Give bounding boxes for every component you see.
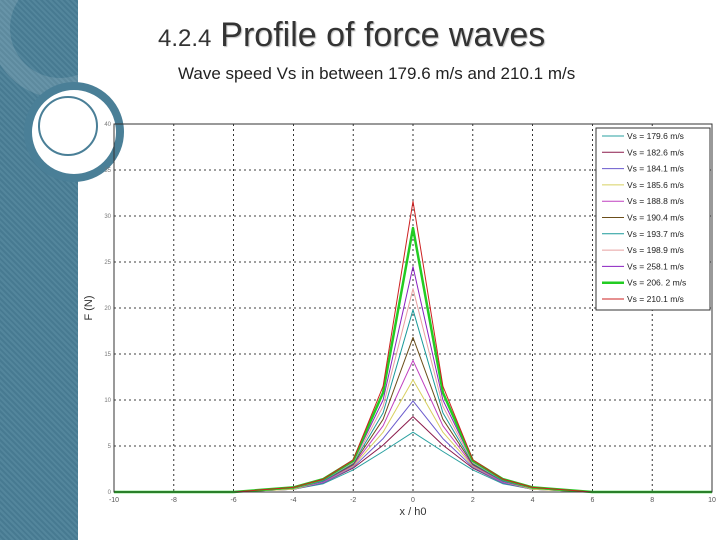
x-tick-label: 10 [708, 497, 716, 504]
legend-box [595, 127, 711, 311]
x-tick-label: 2 [471, 497, 475, 504]
y-tick-label: 20 [104, 306, 111, 312]
x-tick-label: -4 [290, 497, 296, 504]
x-tick-label: -8 [171, 497, 177, 504]
series-line-1 [114, 431, 712, 493]
legend-entry-3: Vs = 184.1 m/s [627, 164, 684, 174]
y-tick-label: 40 [104, 122, 111, 128]
legend-entry-8: Vs = 198.9 m/s [627, 245, 684, 255]
x-tick-label: -2 [350, 497, 356, 504]
legend-entry-11: Vs = 210.1 m/s [627, 294, 684, 304]
series-line-11 [114, 200, 712, 493]
x-tick-label: -10 [109, 497, 119, 504]
force-wave-chart: -10 -8 -6 -4 -2 0 2 4 6 8 10 0 5 10 15 20 25 30 35 40 x / … [83, 122, 716, 518]
slide-title: 4.2.4 Profile of force waves [158, 16, 545, 55]
legend-entry-2: Vs = 182.6 m/s [627, 147, 684, 157]
x-tick-label: -6 [230, 497, 236, 504]
legend-entry-5: Vs = 188.8 m/s [627, 196, 684, 206]
chart-legend: Vs = 179.6 m/s Vs = 182.6 m/s Vs = 184.1 m… [595, 127, 711, 311]
x-axis-ticks: -10 -8 -6 -4 -2 0 2 4 6 8 10 [109, 497, 716, 504]
x-axis-label: x / h0 [400, 506, 427, 518]
y-axis-ticks: 0 5 10 15 20 25 30 35 40 [104, 122, 111, 496]
legend-entry-9: Vs = 258.1 m/s [627, 261, 684, 271]
x-tick-label: 8 [650, 497, 654, 504]
legend-entry-10: Vs = 206. 2 m/s [627, 278, 686, 288]
y-tick-label: 25 [104, 260, 111, 266]
legend-entry-1: Vs = 179.6 m/s [627, 131, 684, 141]
plot-frame [113, 123, 713, 493]
legend-entry-4: Vs = 185.6 m/s [627, 180, 684, 190]
y-tick-label: 10 [104, 398, 111, 404]
legend-entry-7: Vs = 193.7 m/s [627, 229, 684, 239]
x-tick-label: 4 [531, 497, 535, 504]
x-tick-label: 0 [411, 497, 415, 504]
slide-title-text: Profile of force waves [220, 16, 546, 54]
y-tick-label: 5 [108, 444, 112, 450]
decorative-circle-inner [38, 96, 98, 156]
y-axis-label: F (N) [83, 295, 95, 320]
y-tick-label: 0 [108, 490, 112, 496]
y-tick-label: 15 [104, 352, 111, 358]
y-tick-label: 30 [104, 214, 111, 220]
y-tick-label: 35 [104, 168, 111, 174]
chart-series-lines [114, 200, 712, 494]
slide-title-number: 4.2.4 [158, 25, 212, 52]
slide-subtitle: Wave speed Vs in between 179.6 m/s and 2… [178, 64, 576, 83]
x-tick-label: 6 [590, 497, 594, 504]
legend-entry-6: Vs = 190.4 m/s [627, 213, 684, 223]
